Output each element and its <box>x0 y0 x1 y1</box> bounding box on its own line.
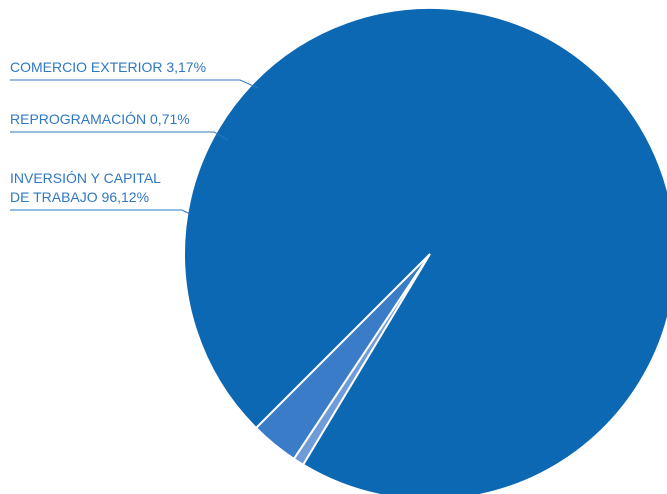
slice-label: INVERSIÓN Y CAPITAL DE TRABAJO 96,12% <box>10 170 161 205</box>
slice-label: REPROGRAMACIÓN 0,71% <box>10 111 190 127</box>
slice-label-line: REPROGRAMACIÓN 0,71% <box>10 111 190 127</box>
slice-leader-line <box>10 131 229 141</box>
slice-leader-line <box>10 209 191 215</box>
slice-label: COMERCIO EXTERIOR 3,17% <box>10 59 206 75</box>
slice-label-line: DE TRABAJO 96,12% <box>10 189 149 205</box>
pie-labels: COMERCIO EXTERIOR 3,17% REPROGRAMACIÓN 0,… <box>10 59 259 215</box>
pie-slice-inversi-n-y-capital-de-trabajo <box>183 7 667 494</box>
pie-slices <box>183 7 667 494</box>
slice-leader-line <box>10 79 259 89</box>
slice-label-line: INVERSIÓN Y CAPITAL <box>10 170 161 186</box>
slice-label-line: COMERCIO EXTERIOR 3,17% <box>10 59 206 75</box>
